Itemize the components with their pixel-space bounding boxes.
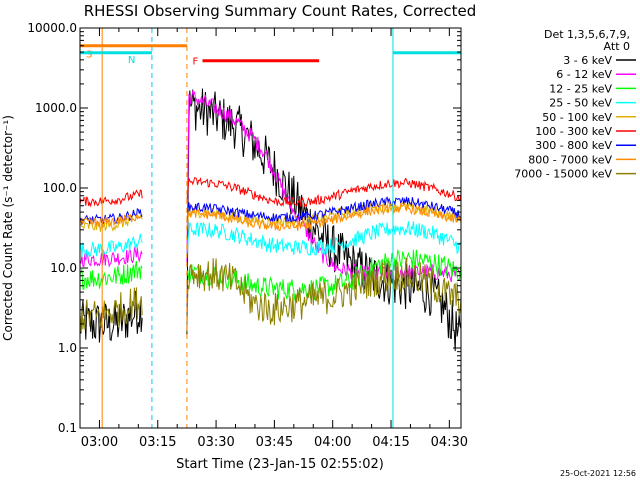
series-line-12-25-kev-seg0: [80, 261, 143, 290]
legend-label: 25 - 50 keV: [549, 97, 612, 110]
series-line-3-6-kev-seg0: [80, 290, 143, 343]
legend-label: 3 - 6 keV: [563, 54, 612, 67]
y-tick-label: 10.0: [50, 261, 77, 275]
x-tick-label: 04:30: [431, 435, 468, 450]
y-tick-label: 1.0: [58, 341, 77, 355]
x-tick-label: 04:00: [314, 435, 351, 450]
series-line-100-300-kev-seg0: [80, 189, 143, 208]
x-tick-label: 03:00: [81, 435, 118, 450]
footer-timestamp: 25-Oct-2021 12:56: [560, 469, 636, 478]
series-group: [80, 88, 461, 352]
legend-label: 12 - 25 keV: [549, 82, 612, 95]
series-line-300-800-kev-seg1: [186, 196, 461, 224]
series-line-25-50-kev-seg0: [80, 233, 143, 258]
flag-label-f: F: [192, 57, 198, 68]
series-line-7000-15000-kev-seg1: [186, 257, 461, 332]
y-tick-label: 100.0: [43, 181, 77, 195]
x-tick-label: 03:45: [256, 435, 293, 450]
x-axis-label: Start Time (23-Jan-15 02:55:02): [176, 457, 384, 472]
legend-label: 50 - 100 keV: [542, 111, 612, 124]
y-axis-label: Corrected Count Rate (s⁻¹ detector⁻¹): [1, 115, 15, 341]
y-tick-label: 1000.0: [35, 101, 77, 115]
flag-label-n: N: [128, 55, 135, 66]
legend-header-line: Det 1,3,5,6,7,9,: [544, 28, 630, 41]
x-tick-label: 04:15: [372, 435, 409, 450]
series-line-50-100-kev-seg1: [186, 200, 461, 230]
series-line-6-12-kev-seg0: [80, 246, 143, 268]
x-tick-label: 03:30: [197, 435, 234, 450]
chart-title: RHESSI Observing Summary Count Rates, Co…: [84, 2, 477, 20]
x-tick-label: 03:15: [139, 435, 176, 450]
series-line-25-50-kev-seg1: [186, 221, 461, 258]
legend-label: 800 - 7000 keV: [528, 153, 612, 166]
legend-label: 7000 - 15000 keV: [514, 168, 612, 181]
axes: 10000.0 1000.0 100.0 10.0 1.0 0.1 03:00 03:15 03…: [27, 21, 468, 450]
series-line-7000-15000-kev-seg0: [80, 287, 143, 333]
flag-label-s: S: [86, 50, 92, 61]
y-tick-label: 0.1: [58, 421, 77, 435]
legend-label: 100 - 300 keV: [535, 125, 612, 138]
legend-label: 300 - 800 keV: [535, 139, 612, 152]
legend-header-line: Att 0: [604, 40, 630, 53]
legend-label: 6 - 12 keV: [556, 68, 612, 81]
series-line-100-300-kev-seg1: [186, 177, 461, 208]
series-line-800-7000-kev-seg0: [80, 214, 143, 228]
plot-frame: [79, 27, 462, 429]
series-line-800-7000-kev-seg1: [186, 202, 461, 232]
y-tick-label: 10000.0: [27, 21, 77, 35]
